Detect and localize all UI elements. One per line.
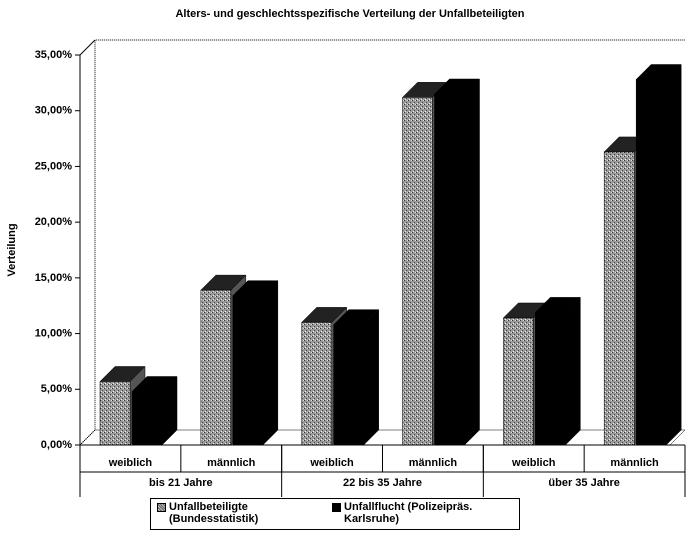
x-tick-label: weiblich xyxy=(108,457,153,469)
bar xyxy=(503,317,534,446)
bar xyxy=(99,381,131,446)
bar xyxy=(131,391,163,446)
bar xyxy=(200,289,232,446)
bar xyxy=(301,322,332,446)
bar xyxy=(402,97,433,446)
bar xyxy=(232,295,264,446)
x-tick-label: männlich xyxy=(409,457,458,469)
bar-side xyxy=(363,309,379,446)
y-tick-label: 25,00% xyxy=(35,160,73,172)
bar-group xyxy=(333,309,380,446)
y-axis-top xyxy=(79,39,96,56)
legend-label: Unfallflucht (Polizeipräs. Karlsruhe) xyxy=(344,501,473,525)
legend-swatch xyxy=(157,503,166,512)
bar-side xyxy=(262,280,279,446)
x-tick-label: weiblich xyxy=(511,457,556,469)
bar-side xyxy=(565,296,581,446)
y-tick-label: 20,00% xyxy=(35,216,73,228)
bar xyxy=(333,324,364,446)
x-tick-label: männlich xyxy=(207,457,256,469)
y-tick-label: 15,00% xyxy=(35,272,73,284)
bar-group xyxy=(131,375,178,446)
bar-group xyxy=(534,296,581,446)
legend-swatch xyxy=(332,503,341,512)
y-tick-label: 5,00% xyxy=(41,383,72,395)
x-tick-label: männlich xyxy=(610,457,659,469)
bar xyxy=(535,312,566,446)
group-label: 22 bis 35 Jahre xyxy=(343,477,422,489)
y-tick-label: 0,00% xyxy=(41,439,72,451)
y-tick-label: 10,00% xyxy=(35,327,73,339)
bar xyxy=(603,151,635,446)
bar-group xyxy=(232,280,279,446)
group-label: bis 21 Jahre xyxy=(149,477,213,489)
bar-group xyxy=(433,78,481,446)
y-tick-label: 30,00% xyxy=(35,105,73,117)
legend-label: Unfallbeteiligte (Bundesstatistik) xyxy=(169,501,259,525)
legend: Unfallbeteiligte (Bundesstatistik) Unfall… xyxy=(150,498,520,530)
bar xyxy=(635,79,667,446)
y-tick-label: 35,00% xyxy=(35,49,73,61)
chart-title: Alters- und geschlechtsspezifische Verte… xyxy=(175,8,524,20)
legend-entry: Unfallbeteiligte (Bundesstatistik) xyxy=(151,499,326,529)
x-tick-label: weiblich xyxy=(309,457,354,469)
group-label: über 35 Jahre xyxy=(548,477,620,489)
bar xyxy=(434,93,465,446)
bar-group xyxy=(635,63,682,446)
bar-side xyxy=(464,78,480,446)
legend-entry: Unfallflucht (Polizeipräs. Karlsruhe) xyxy=(326,499,501,529)
y-axis-label: Verteilung xyxy=(6,223,18,276)
bar-side xyxy=(665,63,682,446)
